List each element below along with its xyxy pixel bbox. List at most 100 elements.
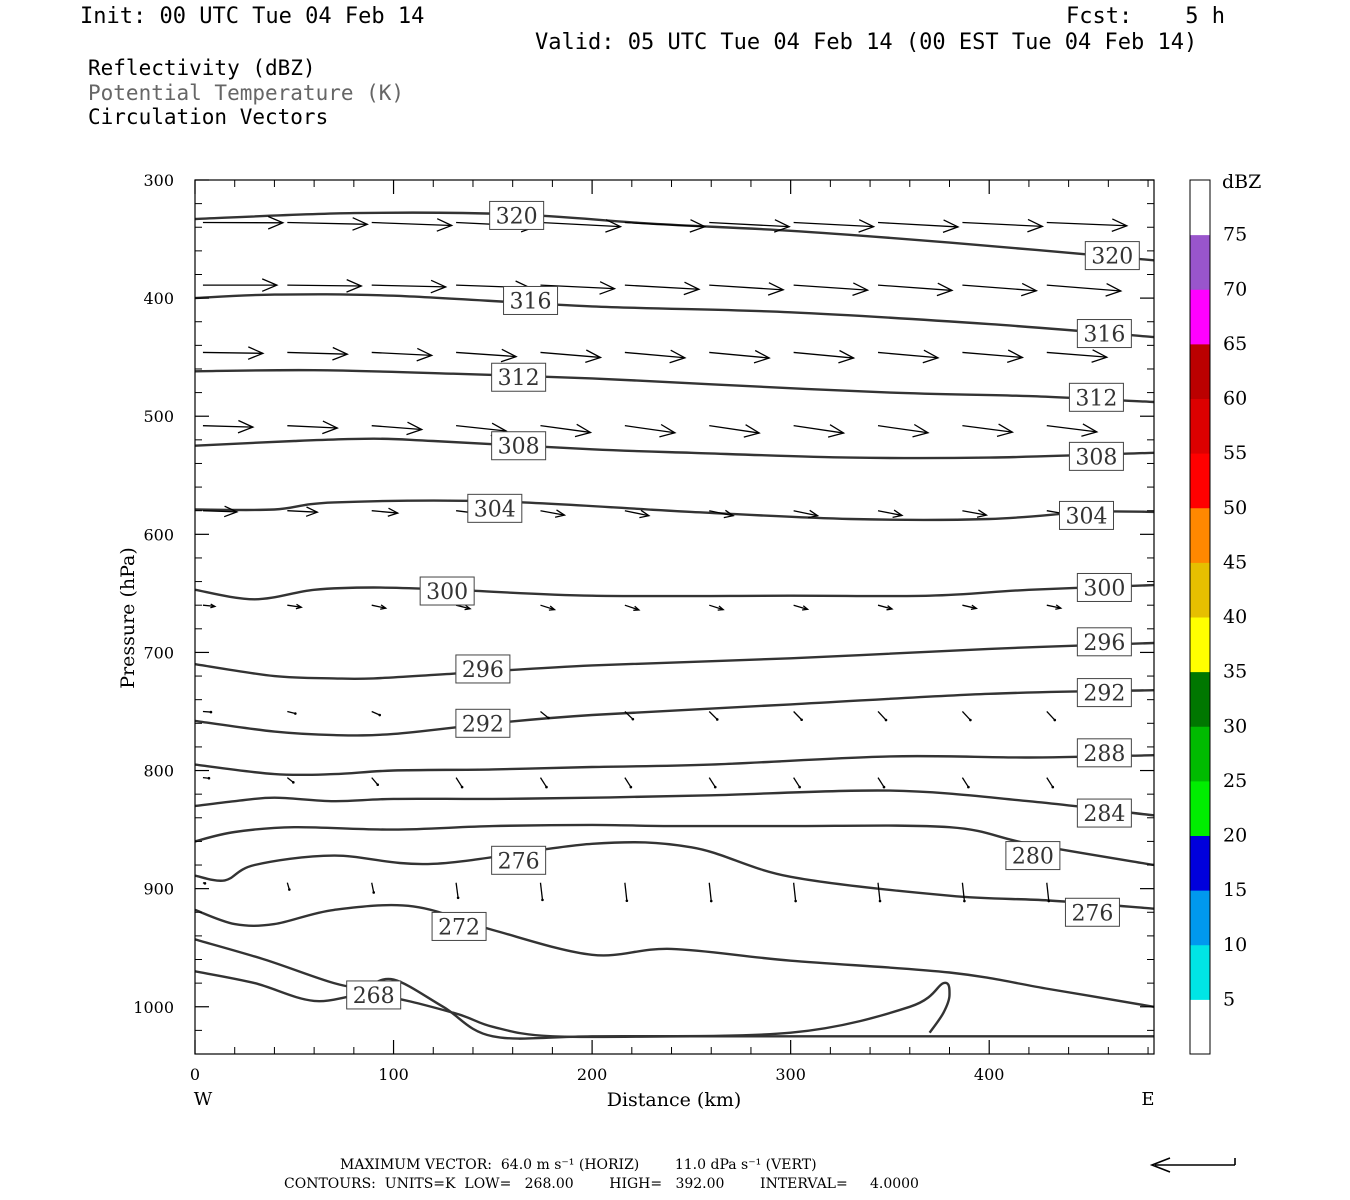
circulation-vector-head [1055,604,1063,610]
circulation-vector-head [372,891,376,894]
circulation-vector-head [261,278,279,292]
contour-line-268 [195,938,951,1040]
circulation-vector-head [852,282,870,297]
circulation-vector [287,510,318,513]
circulation-vector-head [942,219,960,234]
circulation-vector [539,777,548,788]
field-reflectivity-label: Reflectivity (dBZ) [88,56,316,80]
circulation-vector-head [709,899,713,903]
circulation-vector-head [976,509,989,518]
colorbar-tick-label: 55 [1223,442,1247,464]
circulation-vector [540,284,615,290]
colorbar: 5 10 15 20 25 30 35 40 45 50 55 60 65 70 75 dBZ [1189,171,1261,1055]
circulation-vector-head [773,219,791,233]
circulation-vector [961,777,969,788]
circulation-vector-head [1111,218,1129,233]
contour-label: 320 [1091,245,1133,270]
circulation-vector-head [585,349,603,364]
circulation-vector-head [970,604,979,611]
y-tick-label: 700 [143,643,174,662]
colorbar-segment [1190,999,1210,1055]
circulation-vector-head [1091,349,1109,363]
contour-label-box [491,845,547,875]
circulation-vector-head [1053,718,1057,722]
circulation-vector-head [625,899,629,903]
circulation-vector [540,710,549,719]
circulation-vector [877,711,887,721]
colorbar-segment [1190,835,1210,891]
colorbar-tick-label: 20 [1223,825,1247,847]
contour-label: 268 [353,984,395,1009]
circulation-vector [793,711,803,721]
circulation-vector-head [332,346,349,361]
circulation-vector [455,777,463,788]
circulation-vector [877,351,939,359]
colorbar-frame [1189,179,1211,1055]
circulation-vector-head [295,603,303,610]
circulation-vector [877,777,885,788]
circulation-vector-head [1020,282,1039,297]
circulation-vector [624,425,675,434]
circulation-vector-head [878,899,882,903]
circulation-vector [1046,284,1121,292]
west-end-label: W [194,1089,213,1110]
circulation-vector-head [713,785,717,789]
contour-label-box [1076,678,1132,708]
contour-label-box [419,576,475,606]
circulation-vector [877,604,893,610]
field-potential-temperature-label: Potential Temperature (K) [88,81,405,105]
circulation-vector [961,882,966,902]
colorbar-segment [1190,726,1210,782]
circulation-vector [793,425,844,434]
colorbar-segment [1190,671,1210,727]
circulation-vector-head [548,605,557,611]
circulation-vector-head [464,604,472,611]
colorbar-tick-label: 45 [1223,551,1247,573]
circulation-vector-head [838,349,856,364]
colorbar-tick-label: 5 [1223,988,1235,1010]
circulation-vector [709,221,790,228]
circulation-vector [202,710,211,713]
circulation-vector-head [715,718,719,721]
circulation-vector [793,221,874,228]
contour-label-box [346,980,402,1010]
circulation-vector [793,284,868,291]
circulation-vector [287,351,348,355]
circulation-vector-head [1047,899,1051,903]
circulation-vector-head [203,882,207,885]
circulation-vector [202,351,263,354]
contour-line-292 [195,689,1154,737]
circulation-vector [540,221,621,228]
circulation-vector-head [322,420,339,435]
contour-line-296 [195,641,1154,681]
circulation-vector-head [969,718,972,722]
circulation-vector [793,604,808,610]
circulation-vector-head [346,279,363,293]
colorbar-segment [1190,343,1210,399]
contour-label-box [503,285,559,315]
circulation-vector-head [247,346,265,360]
circulation-vector-head [922,349,940,364]
circulation-vector-head [541,898,544,902]
circulation-vector [455,882,459,898]
colorbar-segment [1190,180,1210,236]
circulation-vector-head [547,716,550,720]
contour-label-box [1084,241,1140,271]
contour-label: 272 [438,915,480,940]
circulation-vector-head [267,215,285,230]
circulation-vector [962,351,1023,359]
circulation-vector-head [884,718,888,722]
circulation-vector-head [633,605,641,611]
circulation-vector-head [406,421,424,436]
contour-line-272 [195,903,1154,1008]
circulation-vector-head [237,419,255,434]
contour-label-box [1068,382,1124,412]
valid-time-label: Valid: 05 UTC Tue 04 Feb 14 (00 EST Tue … [535,30,1198,55]
circulation-vector [540,351,601,359]
y-tick-label: 800 [143,762,174,781]
x-tick-label: 100 [378,1065,409,1084]
circulation-vector-head [305,506,319,517]
circulation-vector [1046,221,1127,227]
contour-label: 316 [510,289,552,314]
